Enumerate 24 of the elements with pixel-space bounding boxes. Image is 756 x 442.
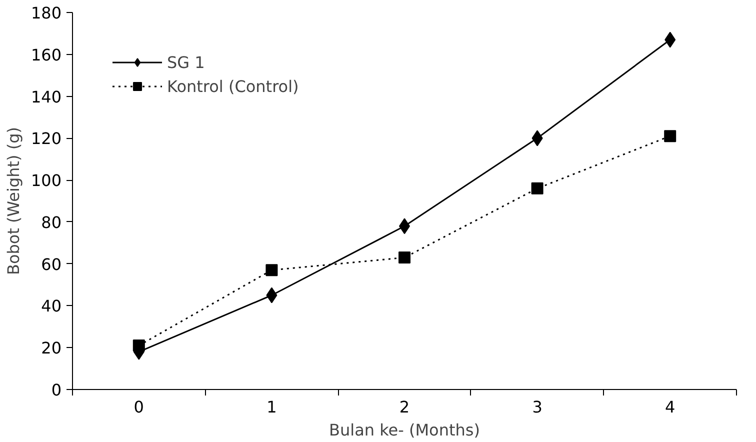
point — [266, 264, 278, 276]
y-tick-label: 80 — [41, 212, 62, 232]
y-tick-label: 40 — [41, 296, 62, 316]
point — [132, 340, 145, 352]
x-tick-label: 4 — [665, 398, 676, 416]
y-tick-label: 160 — [30, 45, 62, 64]
y-tick-label: 180 — [30, 4, 62, 22]
y-tick-label: 100 — [30, 171, 62, 190]
y-tick-label: 0 — [51, 380, 62, 400]
legend-label: Kontrol (Control) — [167, 76, 299, 96]
point — [531, 182, 544, 194]
x-tick-label: 3 — [532, 398, 542, 416]
legend-label: SG 1 — [167, 52, 205, 72]
y-tick-label: 120 — [30, 129, 62, 148]
point — [398, 252, 410, 264]
x-axis-title: Bulan ke- (Months) — [329, 420, 480, 440]
y-tick-label: 20 — [41, 338, 62, 358]
x-tick-label: 0 — [134, 398, 144, 416]
point — [664, 130, 676, 142]
x-tick-label: 1 — [266, 398, 277, 416]
y-tick-label: 140 — [30, 87, 62, 106]
y-tick-label: 60 — [41, 254, 62, 274]
x-tick-label: 2 — [399, 398, 410, 416]
y-axis-title: Bobot (Weight) (g) — [4, 126, 23, 276]
